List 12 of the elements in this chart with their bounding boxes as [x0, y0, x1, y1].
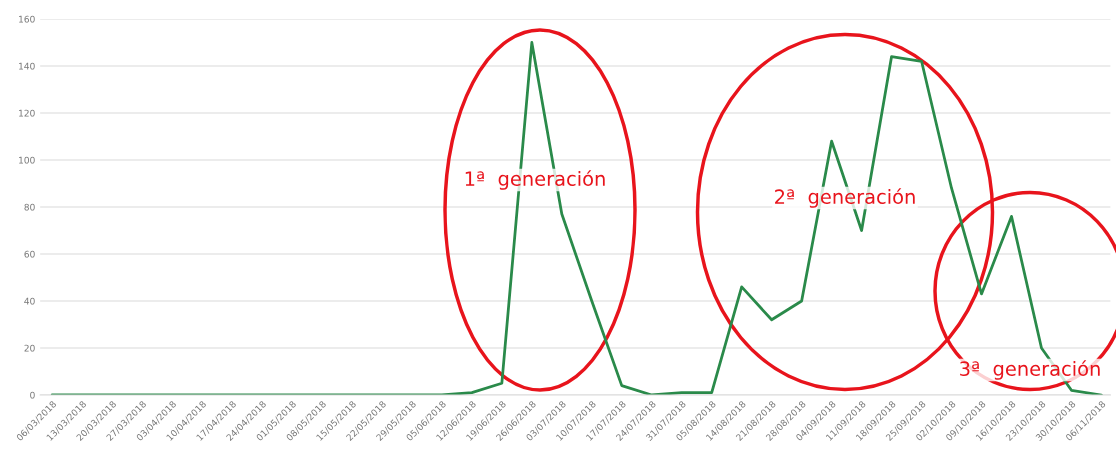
- y-tick-label: 160: [19, 15, 35, 23]
- y-tick-label: 20: [24, 344, 35, 352]
- annotation: 2ª generación: [775, 188, 915, 208]
- y-tick-label: 80: [24, 203, 35, 211]
- y-tick-label: 140: [19, 62, 35, 70]
- annotation: 3ª generación: [960, 360, 1100, 380]
- y-tick-label: 0: [30, 391, 35, 399]
- annotation: 1ª generación: [465, 170, 605, 190]
- y-tick-label: 120: [19, 109, 35, 117]
- y-tick-label: 60: [24, 250, 35, 258]
- y-tick-label: 40: [24, 297, 35, 305]
- y-tick-label: 100: [19, 156, 35, 164]
